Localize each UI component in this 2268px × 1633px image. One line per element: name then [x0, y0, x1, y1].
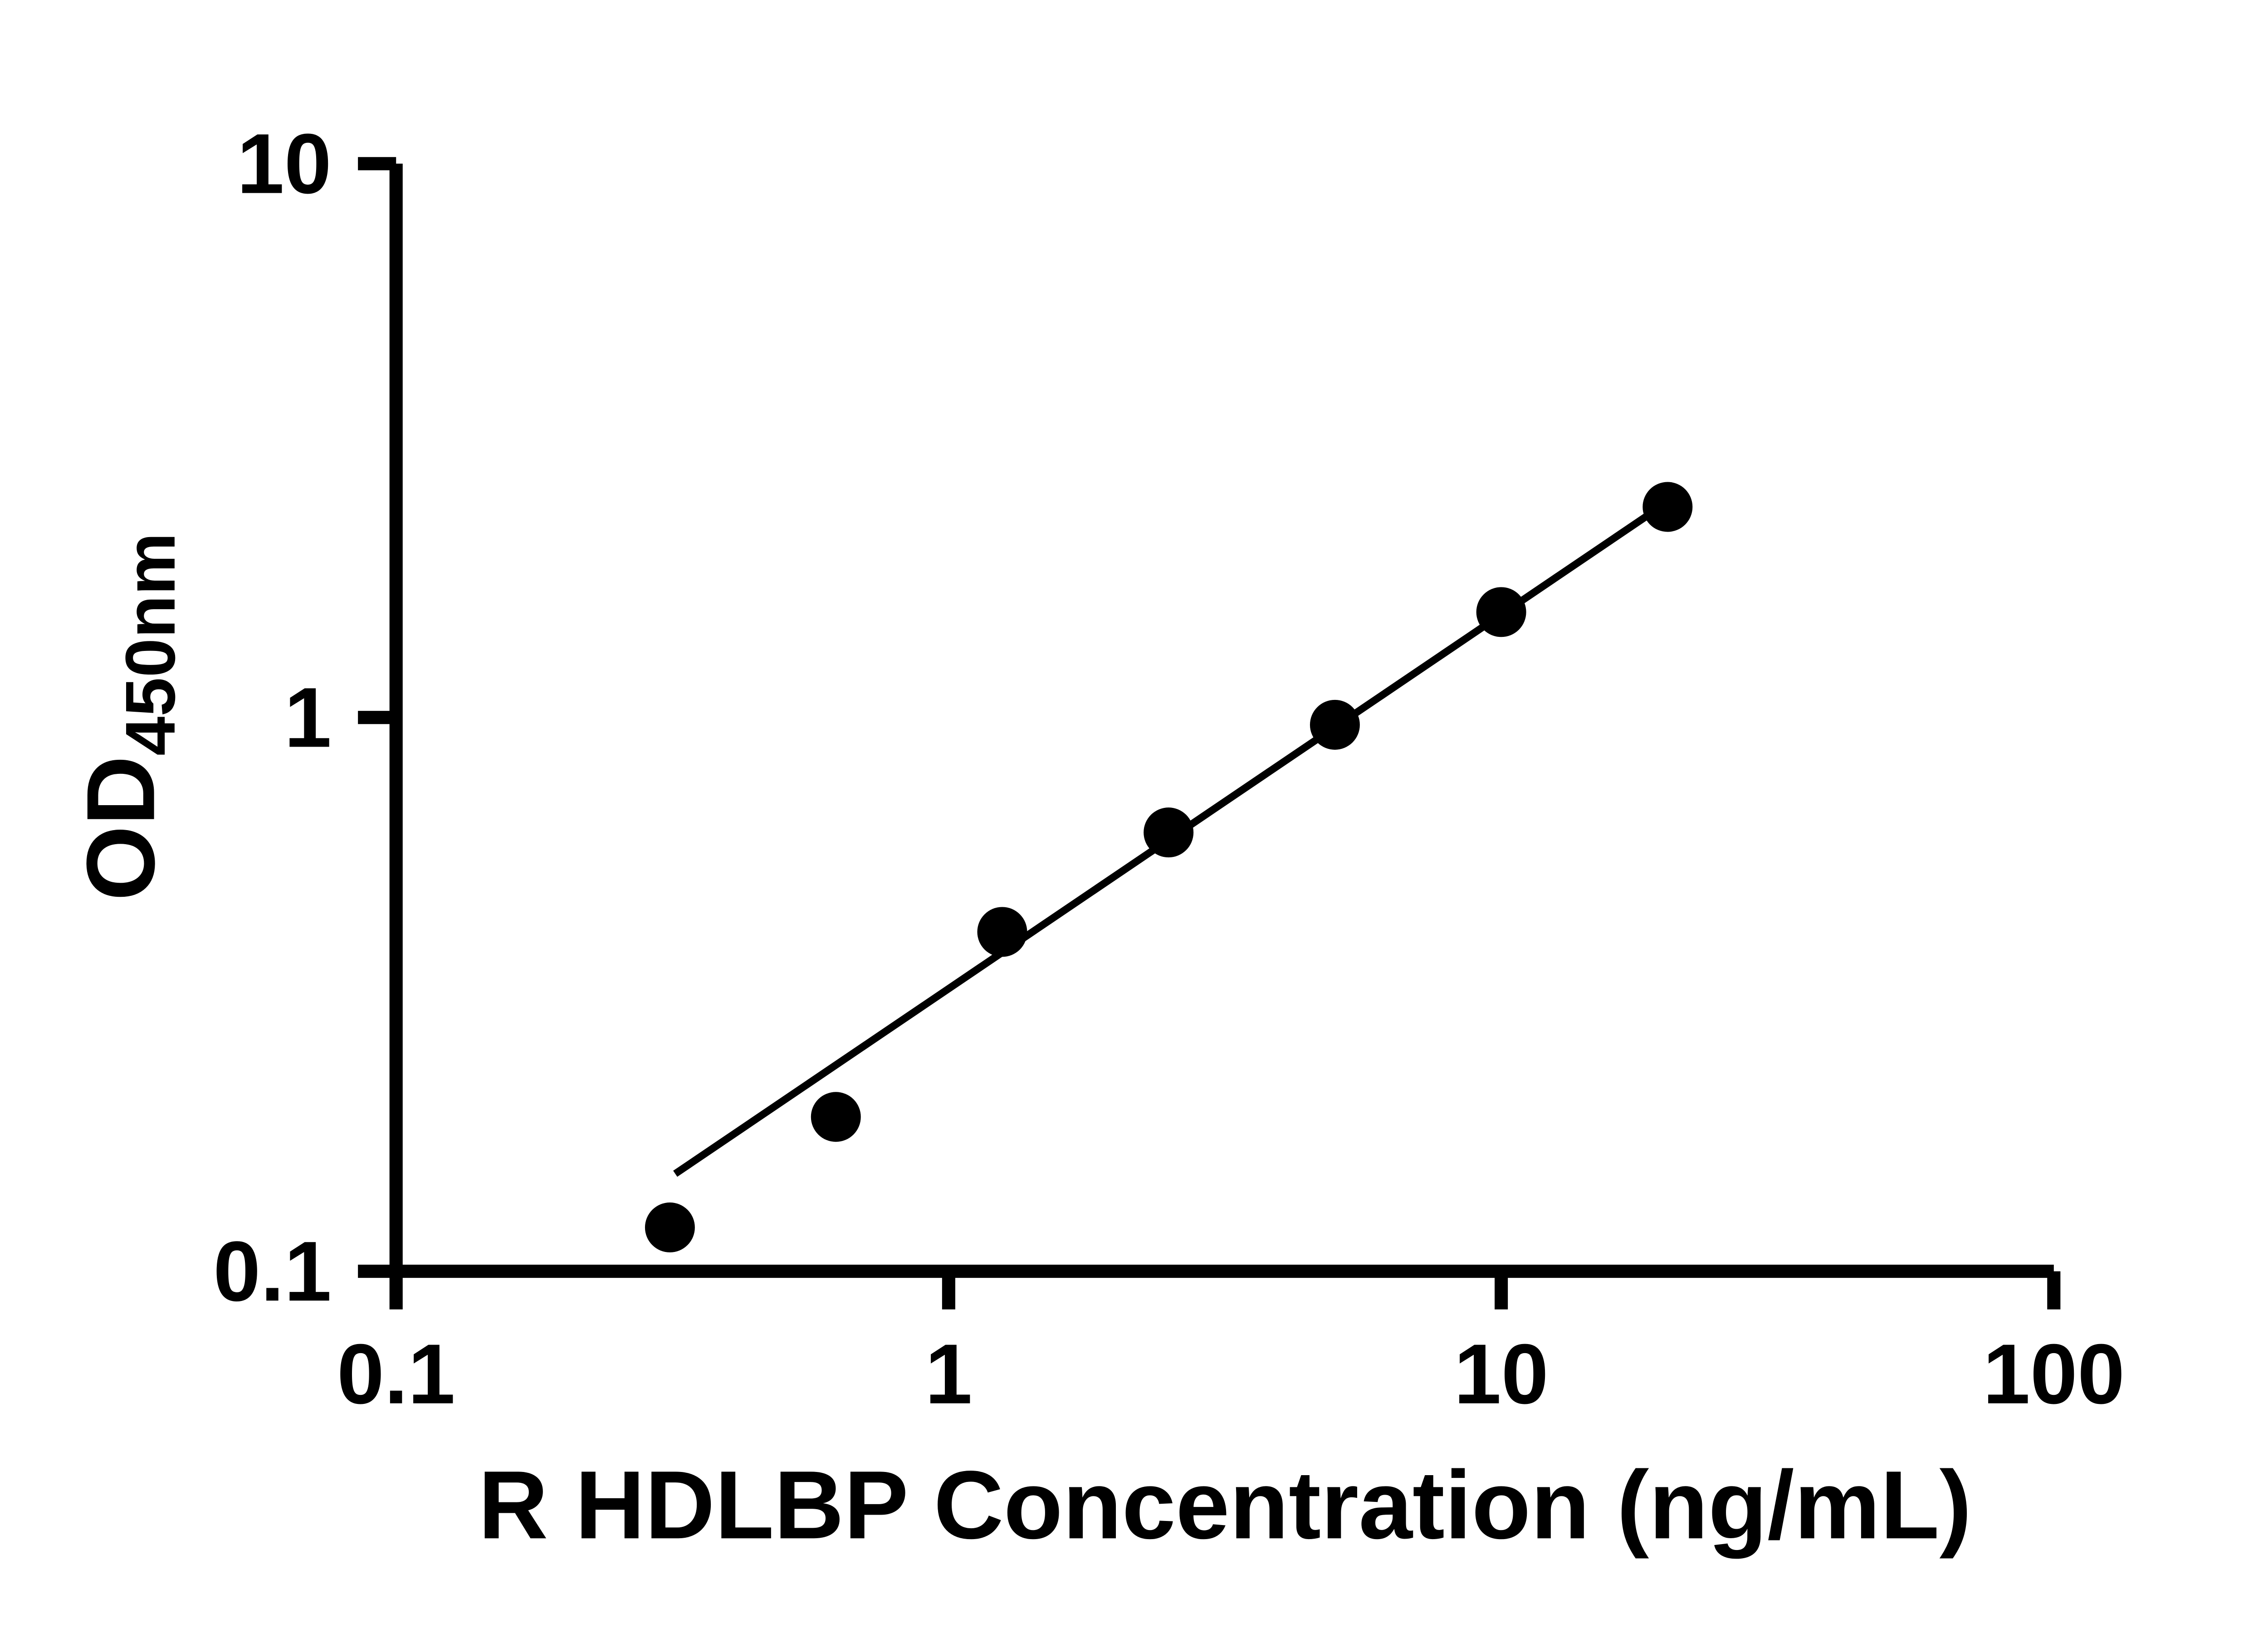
y-tick-label: 10: [237, 116, 332, 211]
y-axis-title-main: OD: [67, 756, 175, 901]
y-axis-title: OD450nm: [67, 533, 190, 901]
data-point: [1642, 482, 1693, 532]
y-axis-title-sub: 450nm: [111, 533, 190, 756]
x-axis-ticks: 0.1 1 10 100: [337, 1271, 2125, 1422]
x-tick-label: 100: [1983, 1326, 2125, 1422]
x-tick-label: 10: [1454, 1326, 1549, 1422]
y-axis-ticks: 0.1 1 10: [213, 116, 396, 1319]
x-tick-label: 0.1: [337, 1326, 455, 1422]
data-point: [1310, 699, 1360, 750]
x-tick-label: 1: [925, 1326, 972, 1422]
data-point: [645, 1202, 695, 1252]
x-axis-title: R HDLBP Concentration (ng/mL): [478, 1451, 1971, 1559]
data-point: [1144, 807, 1194, 858]
data-point: [811, 1092, 861, 1142]
axis-spines: [389, 163, 2054, 1278]
data-point: [1476, 587, 1526, 637]
data-points: [645, 482, 1693, 1252]
y-tick-label: 1: [284, 670, 332, 765]
data-point: [977, 907, 1027, 957]
y-tick-label: 0.1: [213, 1223, 332, 1319]
